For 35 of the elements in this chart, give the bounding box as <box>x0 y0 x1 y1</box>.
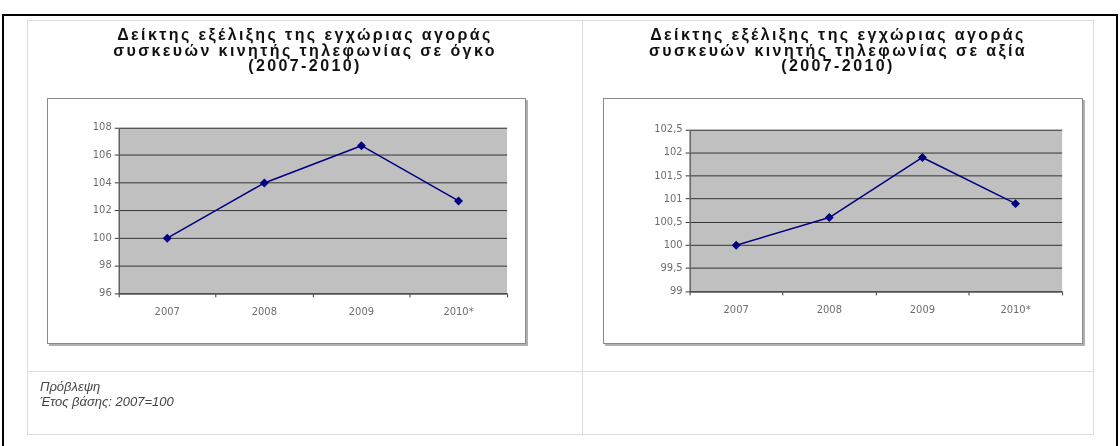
y-tick-label: 99,5 <box>660 261 683 273</box>
point <box>824 213 834 222</box>
y-tick-label: 96 <box>99 287 112 298</box>
y-tick-label: 102 <box>663 146 683 158</box>
text: Πρόβλεψη <box>40 379 102 394</box>
x-tick-label: 2007 <box>723 303 749 315</box>
x-tick-label: 2008 <box>816 303 842 315</box>
x-tick-label: 2008 <box>251 305 277 317</box>
y-tick-label: 102 <box>92 204 112 216</box>
y-tick-label: 99 <box>670 285 683 296</box>
y-tick-label: 100 <box>92 231 112 243</box>
y-tick-label: 101 <box>663 192 683 204</box>
y-tick-label: 104 <box>92 176 112 188</box>
y-tick-label: 101,5 <box>654 169 683 181</box>
y-tick-label: 108 <box>92 121 112 133</box>
y-tick-label: 102,5 <box>654 123 683 135</box>
y-tick-label: 100,5 <box>654 215 683 227</box>
x-tick-label: 2010* <box>443 305 474 317</box>
point <box>1011 199 1021 209</box>
x-tick-label: 2007 <box>154 305 180 317</box>
y-tick-label: 100 <box>663 238 683 250</box>
text: Έτος βάσης: 2007=100 <box>40 394 175 409</box>
point <box>162 233 172 243</box>
chart-title: Δείκτης εξέλιξης της εγχώριας αγοράς συσκευών κινητής τηλεφωνίας σε όγκο (2007-2010) <box>112 26 498 74</box>
point <box>731 240 741 250</box>
point <box>259 178 269 188</box>
x-tick-label: 2009 <box>348 305 375 317</box>
x-tick-label: 2010* <box>1000 303 1031 315</box>
point <box>917 153 927 162</box>
point <box>454 196 464 206</box>
y-tick-label: 106 <box>92 148 112 160</box>
chart-title: Δείκτης εξέλιξης της εγχώριας αγοράς συσκευών κινητής τηλεφωνίας σε αξία (2007-2010) <box>647 26 1029 74</box>
point <box>356 141 366 151</box>
y-tick-label: 98 <box>99 259 112 271</box>
x-tick-label: 2009 <box>909 303 936 315</box>
